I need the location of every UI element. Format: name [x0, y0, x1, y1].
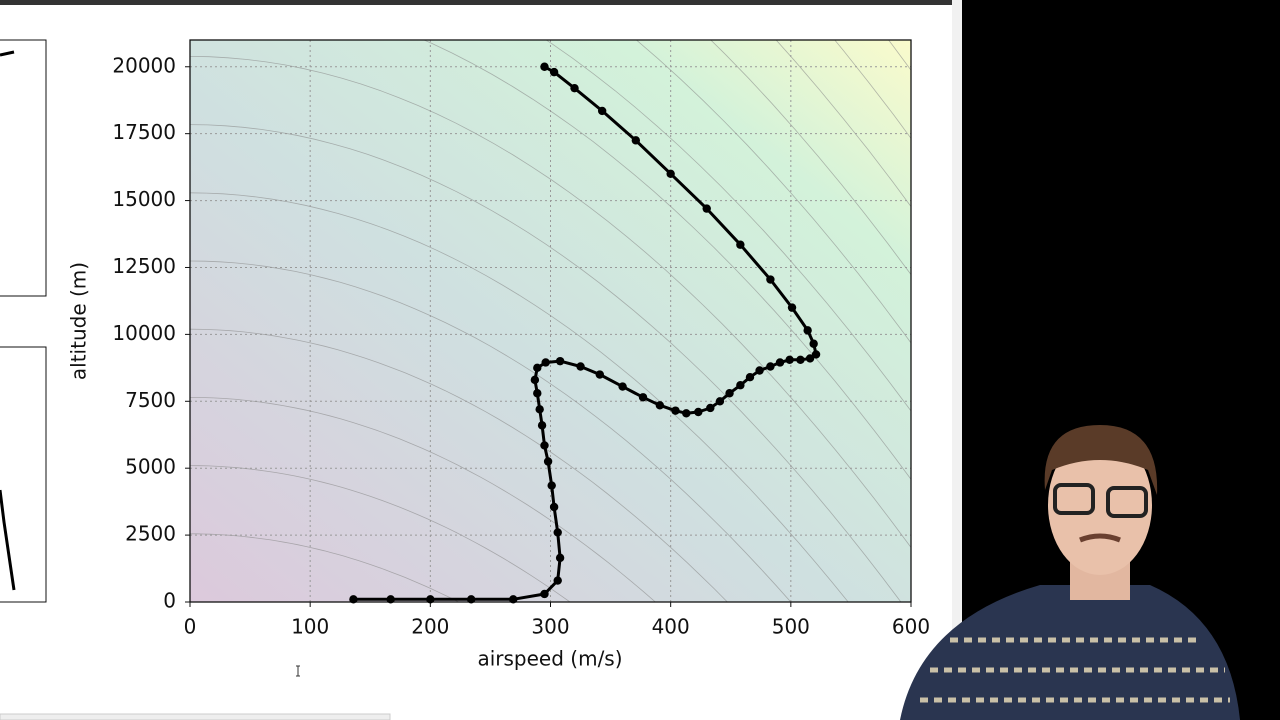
contour [190, 533, 459, 602]
contour [190, 124, 902, 602]
point [540, 62, 549, 71]
point [736, 240, 745, 249]
line [353, 65, 818, 601]
x-tick-label: 600 [892, 615, 930, 639]
y-tick-label: 2500 [125, 522, 176, 546]
x-axis-label: airspeed (m/s) [477, 647, 622, 671]
point [725, 389, 734, 398]
point [736, 381, 745, 390]
point [549, 67, 559, 77]
point [805, 354, 815, 363]
point [533, 363, 542, 373]
point [745, 373, 755, 382]
point [555, 553, 565, 563]
point [349, 595, 358, 604]
y-tick-label: 10000 [112, 321, 176, 345]
point [547, 481, 556, 490]
point [715, 397, 725, 406]
point [426, 595, 435, 604]
y-tick-label: 7500 [125, 388, 176, 412]
point [631, 136, 641, 145]
grid: 0 100 200 300 400 500 600 0 2500 5000 7500 10000 125… [112, 40, 930, 639]
point [706, 403, 715, 413]
text-cursor [296, 665, 300, 677]
point [755, 366, 764, 375]
point [555, 356, 565, 366]
point [775, 358, 785, 367]
point [694, 407, 703, 417]
point [766, 275, 775, 284]
x-tick-label: 500 [772, 615, 810, 639]
y-tick-label: 20000 [112, 53, 176, 77]
point [809, 339, 818, 348]
y-tick-label: 0 [163, 589, 176, 613]
contour [190, 192, 849, 602]
point [595, 370, 604, 379]
bottom-input [0, 713, 391, 720]
point [540, 589, 549, 599]
point [702, 204, 711, 213]
point [540, 441, 549, 450]
point [638, 393, 648, 402]
partial-subplot [0, 39, 47, 297]
point [466, 595, 476, 604]
y-tick-label: 5000 [125, 455, 176, 479]
contours [190, 40, 911, 602]
point [535, 405, 544, 414]
point [541, 358, 550, 367]
point [549, 502, 559, 512]
point [537, 421, 547, 430]
contour [190, 397, 656, 602]
point [666, 169, 675, 179]
point [530, 375, 540, 385]
point [655, 401, 665, 410]
point [618, 382, 627, 391]
point [570, 83, 579, 93]
person [900, 425, 1240, 720]
point [803, 326, 812, 335]
contour [190, 465, 571, 602]
y-axis-label: altitude (m) [67, 262, 91, 380]
point [811, 350, 821, 359]
y-tick-label: 17500 [112, 120, 176, 144]
point [787, 303, 797, 312]
series [349, 62, 821, 604]
contour [423, 40, 911, 480]
scrollbar [952, 0, 962, 720]
contour [190, 56, 911, 549]
point [671, 406, 680, 415]
point [543, 457, 553, 466]
point [553, 528, 562, 537]
x-tick-label: 0 [184, 615, 197, 639]
point [785, 355, 794, 365]
plot-frame [189, 39, 912, 603]
point [597, 106, 607, 116]
point [682, 409, 691, 418]
y-tick-label: 12500 [112, 254, 176, 278]
contour [190, 260, 792, 602]
x-tick-label: 100 [291, 615, 329, 639]
y-tick-label: 15000 [112, 187, 176, 211]
point [766, 362, 775, 371]
point [796, 355, 805, 365]
point [576, 362, 585, 371]
point [509, 595, 518, 604]
point [386, 595, 395, 604]
x-tick-label: 400 [652, 615, 690, 639]
point [553, 576, 562, 585]
partial-subplot [0, 346, 47, 603]
point [533, 389, 542, 398]
x-tick-label: 300 [531, 615, 569, 639]
top-bar [0, 0, 962, 5]
x-tick-label: 200 [411, 615, 449, 639]
contour [190, 328, 728, 602]
partial-plot-line [0, 50, 16, 591]
contour [545, 40, 911, 412]
